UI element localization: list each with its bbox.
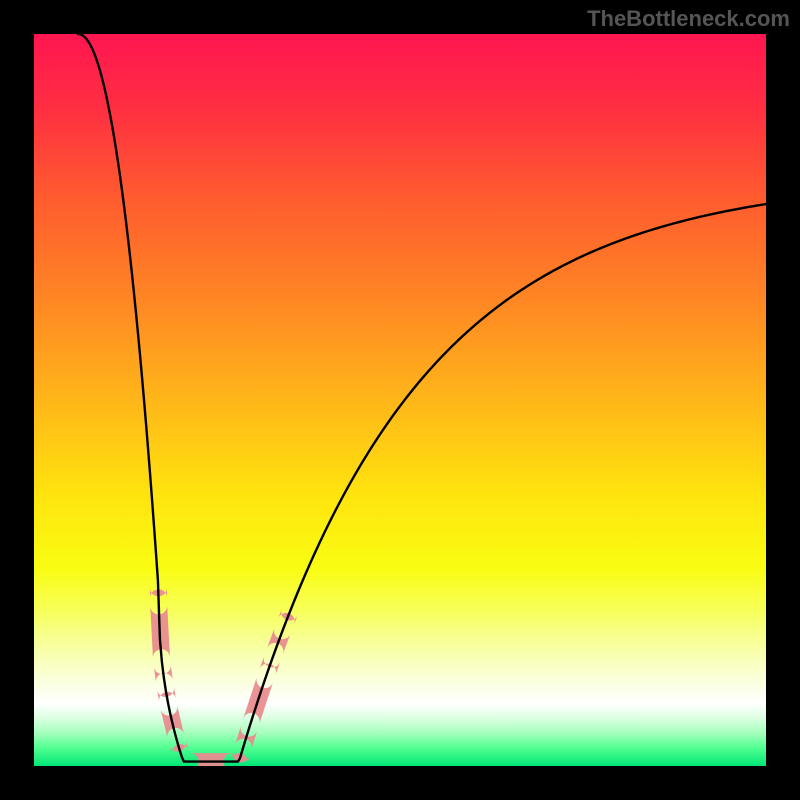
- bottleneck-chart: [34, 34, 766, 766]
- plot-area: [34, 34, 766, 766]
- watermark-text: TheBottleneck.com: [587, 6, 790, 32]
- outer-frame: TheBottleneck.com: [0, 0, 800, 800]
